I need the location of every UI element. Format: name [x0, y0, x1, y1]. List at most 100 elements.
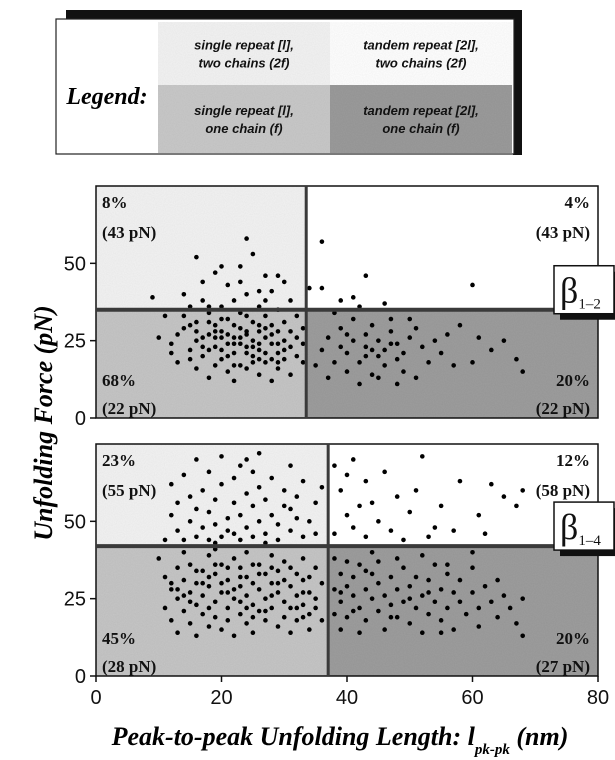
data-point: [281, 347, 287, 353]
data-point: [338, 590, 344, 595]
data-point: [219, 264, 224, 269]
data-point: [219, 590, 224, 595]
y-tick-label: 25: [64, 589, 86, 611]
data-point: [514, 621, 519, 626]
panel-label-beta: β: [560, 507, 578, 547]
data-point: [470, 360, 475, 365]
data-point: [231, 363, 237, 368]
data-point: [212, 599, 218, 605]
data-point: [369, 372, 375, 377]
data-point: [206, 624, 212, 629]
data-point: [219, 356, 224, 362]
data-point: [332, 463, 337, 468]
data-point: [401, 565, 406, 571]
data-point: [263, 313, 268, 319]
data-point: [169, 481, 174, 487]
data-point: [294, 313, 300, 319]
data-point: [344, 512, 350, 518]
data-point: [256, 450, 262, 456]
data-point: [181, 549, 187, 555]
data-point: [288, 605, 293, 611]
data-point: [438, 350, 444, 356]
data-point: [187, 519, 193, 524]
data-point: [457, 322, 463, 328]
data-point: [225, 565, 231, 571]
data-point: [219, 335, 224, 340]
data-point: [250, 353, 256, 359]
data-point: [187, 562, 193, 567]
data-point: [369, 347, 375, 353]
data-point: [162, 574, 168, 580]
x-axis-label-sub: pk-pk: [473, 742, 510, 758]
data-point: [413, 375, 419, 381]
data-point: [231, 596, 237, 601]
data-point: [501, 338, 507, 343]
data-point: [313, 605, 318, 611]
data-point: [344, 472, 350, 478]
data-point: [181, 593, 187, 598]
panel-1: 0 25 50 8% (43 pN) 4% (43 pN) 68% (22 pN) 20% (22 …: [64, 185, 615, 430]
legend-cell-single-one-bg: [158, 85, 330, 153]
data-point: [514, 356, 519, 362]
data-point: [231, 341, 237, 347]
data-point: [250, 338, 256, 343]
data-point: [212, 322, 218, 328]
data-point: [363, 478, 369, 484]
data-point: [269, 593, 275, 598]
data-point: [275, 360, 281, 365]
x-tick-label: 20: [210, 687, 232, 709]
data-point: [288, 630, 293, 635]
data-point: [263, 335, 268, 340]
data-point: [288, 344, 293, 350]
data-point: [187, 322, 193, 328]
data-point: [194, 457, 199, 462]
data-point: [181, 472, 187, 478]
data-point: [394, 341, 400, 347]
data-point: [244, 329, 249, 334]
data-point: [382, 593, 387, 598]
data-point: [194, 329, 199, 334]
data-point: [225, 590, 231, 595]
data-point: [388, 574, 394, 580]
data-point: [244, 344, 249, 350]
data-point: [206, 537, 212, 543]
data-point: [350, 316, 356, 322]
data-point: [169, 341, 174, 347]
data-point: [338, 488, 344, 493]
data-point: [275, 568, 281, 574]
y-tick-label: 25: [64, 331, 86, 353]
data-point: [206, 583, 212, 589]
data-point: [382, 469, 387, 475]
data-point: [231, 500, 237, 506]
y-tick-label: 50: [64, 253, 86, 275]
data-point: [269, 580, 275, 586]
data-point: [307, 285, 312, 291]
data-point: [269, 288, 275, 294]
panel-label-box: [553, 501, 615, 551]
data-point: [194, 506, 199, 512]
data-point: [244, 366, 249, 371]
legend-cell-single-two-text-1: single repeat [l],: [194, 38, 294, 53]
data-point: [256, 571, 262, 577]
data-point: [219, 316, 224, 322]
data-point: [325, 375, 331, 381]
data-point: [363, 344, 369, 350]
data-point: [175, 630, 180, 635]
data-point: [350, 574, 356, 580]
data-point: [401, 369, 406, 374]
data-point: [432, 599, 438, 605]
data-point: [175, 587, 180, 592]
data-point: [256, 372, 262, 377]
data-point: [269, 322, 275, 328]
data-point: [256, 329, 262, 334]
data-point: [445, 562, 450, 567]
legend-cell-single-two-text-2: two chains (2f): [198, 56, 289, 71]
data-point: [250, 469, 256, 475]
data-point: [244, 605, 249, 611]
data-point: [514, 503, 519, 509]
data-point: [369, 596, 375, 601]
panel-label-box: [553, 264, 615, 315]
data-point: [407, 316, 413, 322]
data-point: [294, 605, 300, 611]
legend-title: Legend:: [65, 84, 147, 110]
